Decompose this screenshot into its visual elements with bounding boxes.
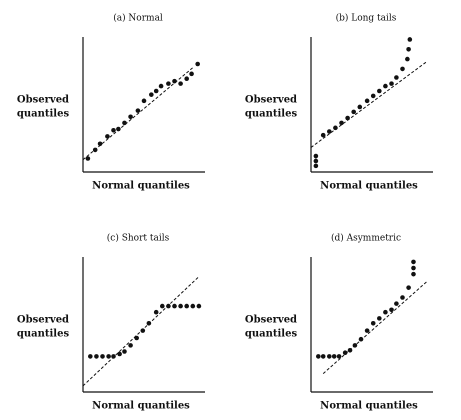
reference-line xyxy=(82,67,194,161)
point xyxy=(92,147,98,153)
point xyxy=(394,75,399,80)
point xyxy=(166,81,171,86)
point xyxy=(97,141,103,147)
point xyxy=(166,303,171,309)
point xyxy=(358,336,364,342)
point xyxy=(105,134,110,139)
point xyxy=(345,115,350,121)
point xyxy=(158,83,164,89)
point xyxy=(357,104,363,110)
point xyxy=(313,158,319,164)
x-axis-label: Normal quantiles xyxy=(320,181,418,192)
point xyxy=(94,354,99,359)
point xyxy=(336,354,342,359)
point xyxy=(122,120,127,126)
panel-title: (d) Asymmetric xyxy=(331,233,401,244)
point xyxy=(352,343,358,348)
y-axis-label: quantiles xyxy=(17,329,70,340)
point xyxy=(320,132,326,138)
reference-line xyxy=(82,276,200,387)
point xyxy=(411,259,416,265)
point xyxy=(172,303,177,309)
point xyxy=(411,265,416,271)
point xyxy=(313,163,319,169)
y-axis-label: Observed xyxy=(245,315,297,326)
point xyxy=(141,98,147,104)
point xyxy=(406,46,411,52)
point xyxy=(106,354,111,359)
panel-title: (b) Long tails xyxy=(336,13,397,24)
point xyxy=(406,285,411,290)
point xyxy=(407,37,413,42)
reference-line xyxy=(310,61,428,148)
point xyxy=(190,303,196,309)
point xyxy=(146,320,152,326)
point xyxy=(327,354,332,359)
point xyxy=(347,347,353,353)
point xyxy=(178,303,183,309)
point xyxy=(389,307,394,313)
point xyxy=(153,309,159,315)
point xyxy=(405,56,410,62)
point xyxy=(195,61,200,67)
panel-title: (c) Short tails xyxy=(107,233,170,244)
point xyxy=(364,328,370,333)
point xyxy=(116,126,121,132)
point xyxy=(320,354,326,359)
y-axis-label: quantiles xyxy=(245,329,298,340)
y-axis-label: Observed xyxy=(245,95,297,106)
y-axis-label: quantiles xyxy=(245,109,298,120)
point xyxy=(189,71,194,77)
x-axis-label: Normal quantiles xyxy=(92,181,190,192)
point xyxy=(383,83,388,89)
point xyxy=(88,354,93,359)
point xyxy=(342,350,348,356)
point xyxy=(377,316,382,321)
point xyxy=(184,303,189,309)
point xyxy=(400,66,405,72)
point xyxy=(383,309,388,315)
point xyxy=(389,81,394,86)
point xyxy=(184,76,189,82)
point xyxy=(370,320,376,326)
point xyxy=(394,301,399,306)
point xyxy=(85,156,91,161)
point xyxy=(400,295,405,300)
point xyxy=(117,351,122,357)
point xyxy=(313,153,319,159)
point xyxy=(140,328,146,333)
x-axis-label: Normal quantiles xyxy=(92,401,190,412)
point xyxy=(333,125,338,131)
point xyxy=(111,127,116,133)
point xyxy=(111,354,116,359)
point xyxy=(153,88,159,94)
y-axis-label: Observed xyxy=(17,315,69,326)
point xyxy=(172,78,177,84)
point xyxy=(316,354,321,359)
point xyxy=(331,354,337,359)
point xyxy=(160,303,165,309)
point xyxy=(351,109,357,115)
point xyxy=(364,98,370,104)
point xyxy=(100,354,105,359)
x-axis-label: Normal quantiles xyxy=(320,401,418,412)
panel-title: (a) Normal xyxy=(113,13,163,24)
point xyxy=(327,129,332,134)
y-axis-label: Observed xyxy=(17,95,69,106)
point xyxy=(135,108,141,113)
point xyxy=(178,81,183,86)
y-axis-label: quantiles xyxy=(17,109,70,120)
reference-line xyxy=(322,281,428,374)
point xyxy=(370,93,376,99)
point xyxy=(196,303,202,309)
point xyxy=(128,343,133,348)
point xyxy=(411,271,416,277)
point xyxy=(377,88,382,94)
point xyxy=(128,114,133,120)
point xyxy=(134,335,139,341)
point xyxy=(122,349,127,354)
point xyxy=(149,92,154,97)
point xyxy=(339,120,344,126)
